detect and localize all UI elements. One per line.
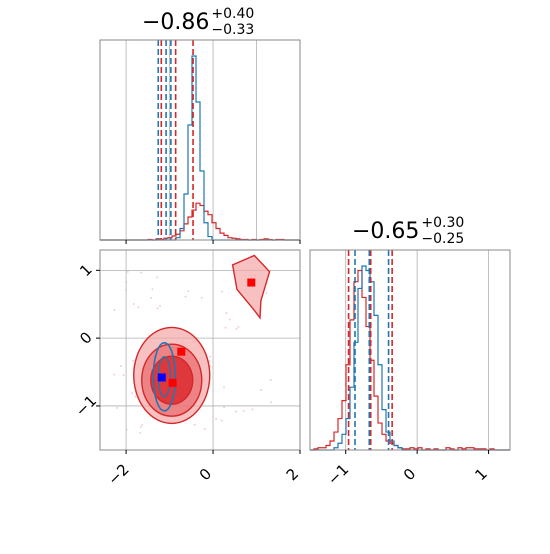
sample-point (140, 271, 143, 274)
sample-point (126, 270, 129, 273)
histogram-top-left (99, 39, 301, 244)
sample-point (235, 327, 238, 330)
sample-point (200, 296, 203, 299)
axes-frame (309, 249, 511, 451)
x-tick-label: −2 (104, 460, 132, 488)
sample-point (131, 392, 134, 395)
axes-frame (99, 39, 301, 241)
sample-point (269, 379, 272, 382)
x-tick-label: 0 (196, 465, 215, 484)
sample-point (151, 288, 154, 291)
sample-point (242, 409, 245, 412)
marker-square (177, 347, 186, 356)
sample-point (134, 395, 137, 398)
sample-point (211, 366, 214, 369)
sample-point (251, 408, 254, 411)
sample-point (209, 355, 212, 358)
y-tick-label: 0 (76, 328, 95, 347)
sample-point (228, 318, 231, 321)
sample-point (113, 373, 116, 376)
sample-point (224, 326, 227, 329)
sample-point (150, 296, 153, 299)
sample-point (220, 419, 223, 422)
marker-square (247, 278, 256, 287)
marker-square (157, 373, 166, 382)
sample-point (208, 360, 211, 363)
histogram-bottom-right: −1 0 1 (309, 249, 511, 489)
sample-point (184, 295, 187, 298)
sample-point (269, 401, 272, 404)
sample-point (237, 325, 240, 328)
sample-point (131, 359, 134, 362)
y-tick-label: 1 (76, 261, 95, 280)
sample-point (137, 306, 140, 309)
y-tick-label: −1 (72, 392, 100, 420)
sample-point (223, 386, 226, 389)
x-tick-label: 1 (471, 465, 490, 484)
sample-point (234, 410, 237, 413)
sample-point (156, 307, 159, 310)
contour-bottom-left: −2 0 2 −1 0 1 (72, 249, 302, 489)
sample-point (125, 289, 128, 292)
sample-point (132, 302, 135, 305)
panel-title-top-left: −0.86 +0.40 −0.33 (142, 6, 255, 38)
sample-point (125, 281, 128, 284)
x-tick-label: 0 (400, 465, 419, 484)
sample-point (122, 374, 125, 377)
sample-point (139, 425, 142, 428)
axes-frame (99, 249, 301, 451)
panel-title-bottom-right: −0.65 +0.30 −0.25 (352, 215, 465, 247)
sample-point (125, 428, 128, 431)
sample-point (119, 364, 122, 367)
sample-point (215, 417, 218, 420)
sample-point (139, 431, 142, 434)
sample-point (260, 389, 263, 392)
contour-blue (152, 341, 177, 412)
sample-point (116, 406, 119, 409)
sample-point (221, 290, 224, 293)
contour-island (231, 254, 271, 320)
histogram-blue (310, 265, 510, 451)
marker-square (168, 378, 177, 387)
sample-point (159, 304, 162, 307)
sample-point (113, 308, 116, 311)
sample-point (203, 428, 206, 431)
sample-point (141, 423, 144, 426)
sample-point (209, 365, 212, 368)
x-tick-label: −1 (324, 460, 352, 488)
histogram-red (100, 202, 300, 241)
histogram-blue (100, 55, 300, 241)
histogram-red (310, 269, 510, 451)
sample-point (265, 292, 268, 295)
sample-point (193, 423, 196, 426)
sample-point (223, 406, 226, 409)
sample-point (187, 290, 190, 293)
sample-point (156, 276, 159, 279)
x-tick-label: 2 (283, 465, 302, 484)
sample-point (225, 312, 228, 315)
